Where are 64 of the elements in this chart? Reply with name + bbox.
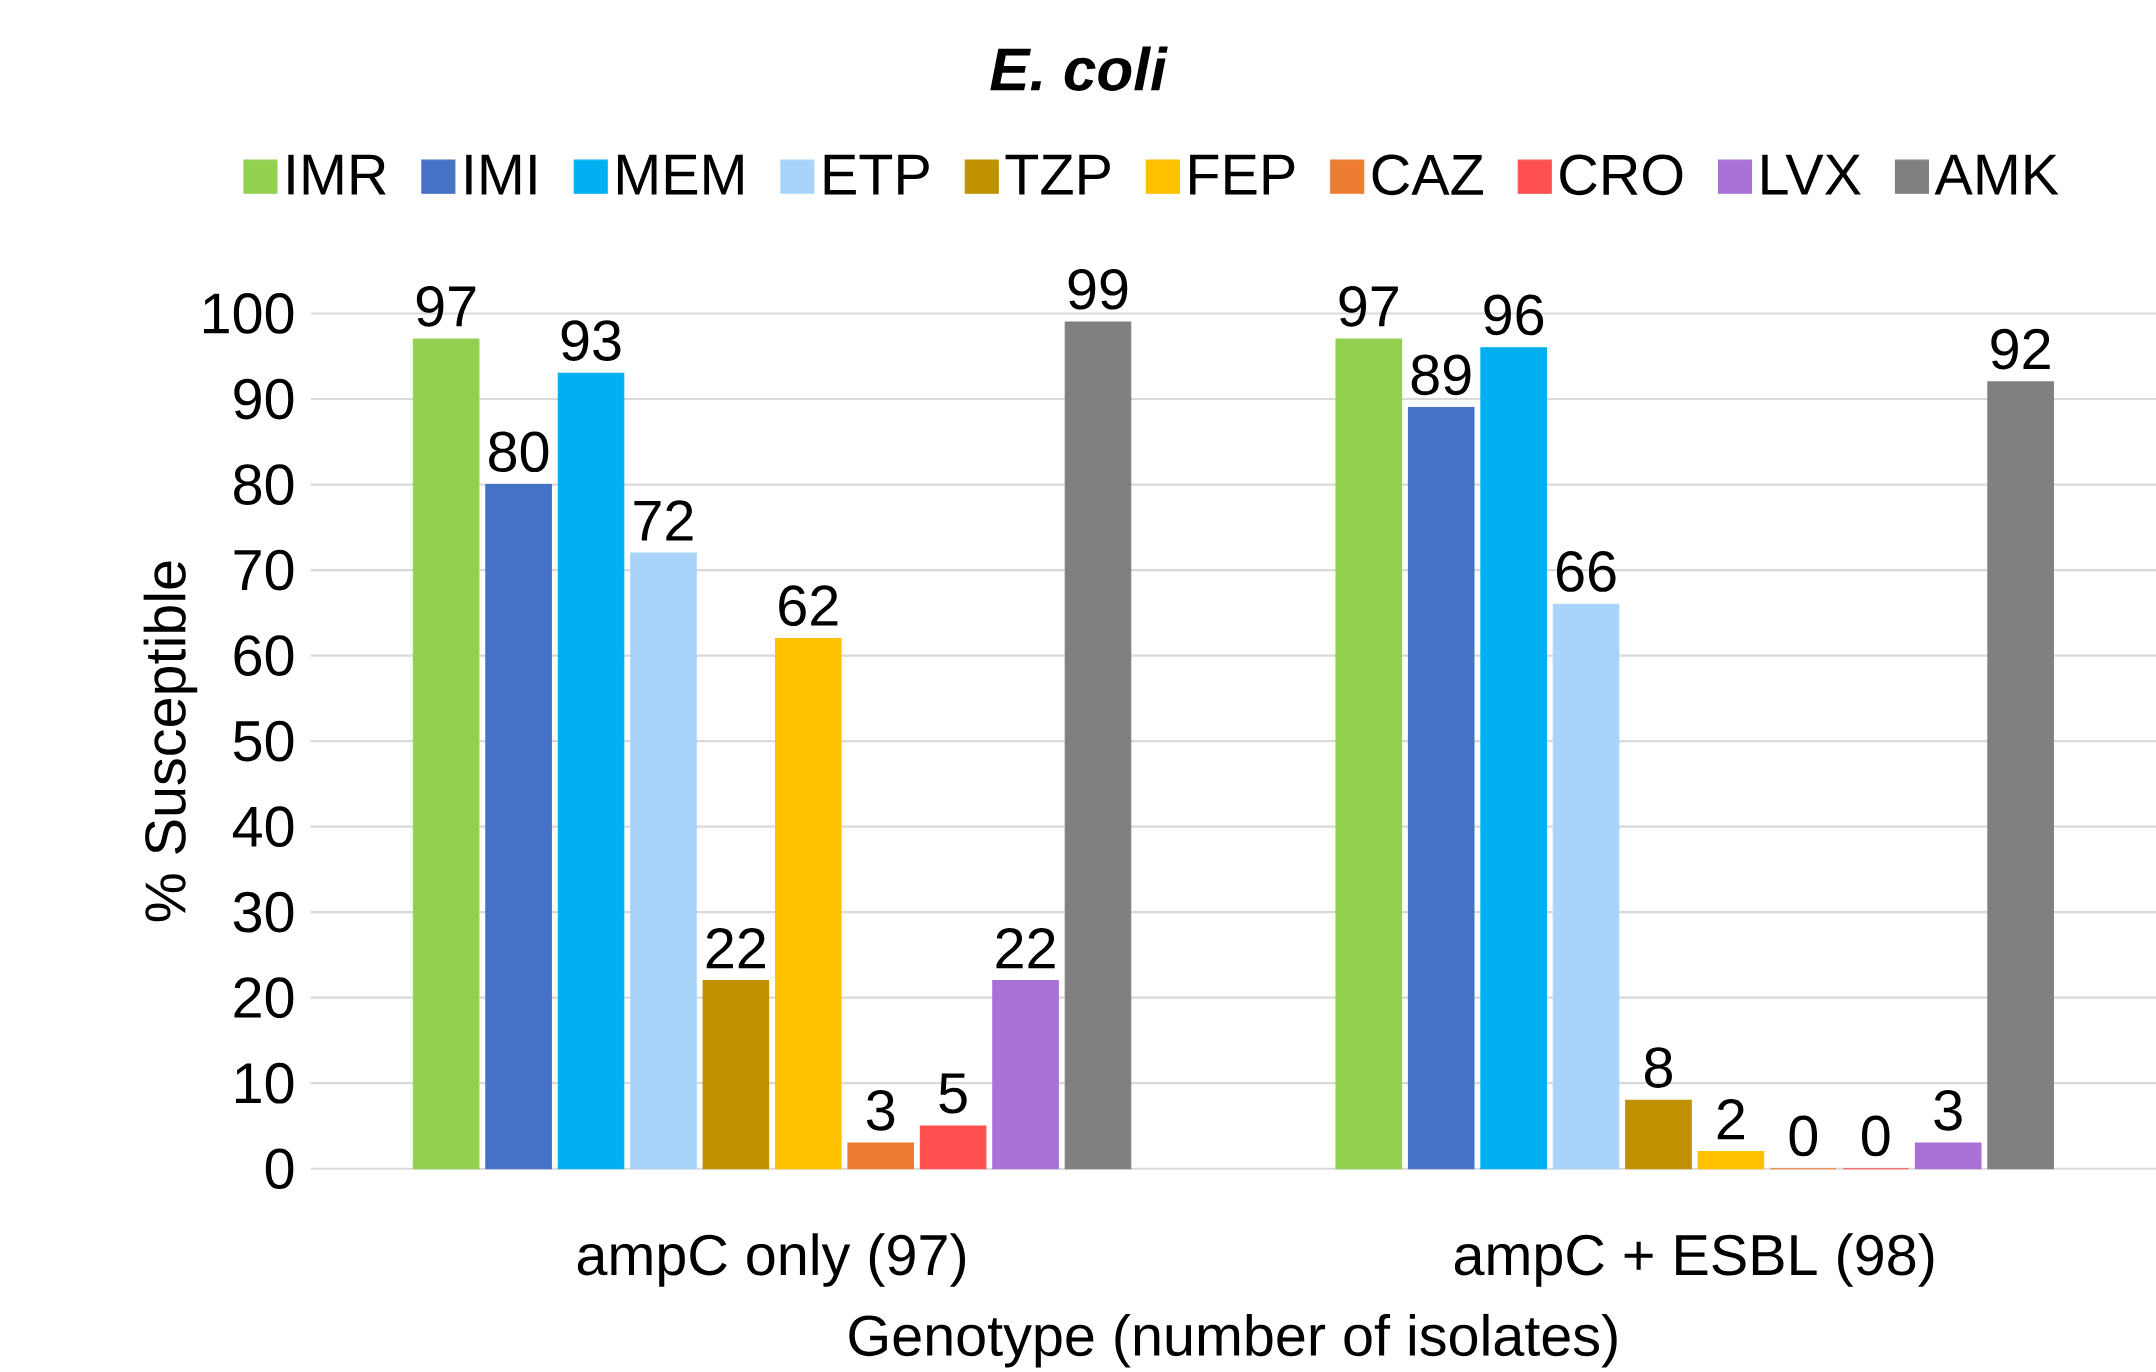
legend-label: CRO: [1560, 154, 1683, 196]
y-tick-label: 70: [234, 549, 294, 591]
data-label: 22: [706, 927, 765, 969]
x-tick-label: ampC + ESBL (98): [1454, 1233, 1934, 1287]
legend-label: TZP: [1005, 154, 1110, 195]
bar: [1335, 338, 1403, 1170]
y-tick-label: 20: [234, 977, 294, 1018]
legend-label: IMI: [466, 154, 536, 195]
data-label: 3: [1934, 1089, 1962, 1131]
bar: [1480, 347, 1547, 1170]
y-tick-label: 60: [234, 635, 294, 676]
data-label: 92: [1991, 328, 2050, 370]
bar: [1625, 1099, 1692, 1170]
data-label: 93: [561, 320, 621, 361]
data-label: 0: [1789, 1115, 1818, 1157]
data-label: 89: [1411, 354, 1471, 396]
legend-label: AMK: [1934, 154, 2059, 195]
y-tick-label: 10: [235, 1062, 294, 1104]
chart-title: E. coli: [990, 46, 1168, 91]
y-tick-label: 30: [233, 891, 294, 933]
y-axis-title: % Susceptible: [143, 561, 198, 922]
legend-label: LVX: [1762, 154, 1861, 195]
bar: [919, 1125, 987, 1170]
y-tick-label: 80: [234, 464, 294, 505]
bar: [1697, 1150, 1765, 1170]
data-label: 8: [1644, 1047, 1672, 1088]
bar: [412, 338, 480, 1170]
bar: [557, 372, 625, 1170]
bar: [992, 979, 1059, 1170]
legend-label: MEM: [617, 154, 743, 195]
bar: [847, 1142, 915, 1170]
data-label: 0: [1862, 1115, 1890, 1157]
data-label: 66: [1556, 551, 1616, 592]
legend-label: CAZ: [1372, 154, 1483, 196]
data-label: 96: [1484, 294, 1544, 336]
bar: [1552, 603, 1620, 1170]
bar: [1064, 321, 1132, 1170]
y-tick-label: 100: [203, 293, 294, 334]
data-label: 2: [1717, 1098, 1745, 1140]
bar: [1987, 381, 2054, 1170]
data-label: 62: [779, 585, 838, 626]
bar: [485, 483, 552, 1170]
data-label: 97: [1339, 285, 1398, 327]
y-tick-label: 50: [233, 720, 294, 762]
bar: [1407, 406, 1475, 1170]
y-tick-label: 90: [234, 378, 294, 420]
data-label: 99: [1068, 268, 1128, 310]
x-axis-title: Genotype (number of isolates): [849, 1313, 1617, 1368]
legend-label: IMR: [288, 154, 386, 195]
data-label: 80: [489, 431, 549, 472]
y-tick-label: 40: [232, 806, 294, 847]
data-label: 72: [634, 500, 693, 541]
bar: [702, 979, 770, 1170]
x-tick-label: ampC only (97): [577, 1233, 966, 1287]
y-tick-label: 0: [265, 1148, 294, 1189]
bar: [630, 552, 697, 1170]
data-label: 5: [939, 1073, 967, 1114]
legend-label: FEP: [1190, 154, 1295, 195]
bar: [1914, 1142, 1982, 1170]
legend-label: ETP: [824, 154, 929, 195]
bar: [774, 637, 842, 1170]
data-label: 97: [416, 285, 476, 327]
data-label: 22: [996, 927, 1055, 969]
data-label: 3: [866, 1089, 895, 1131]
